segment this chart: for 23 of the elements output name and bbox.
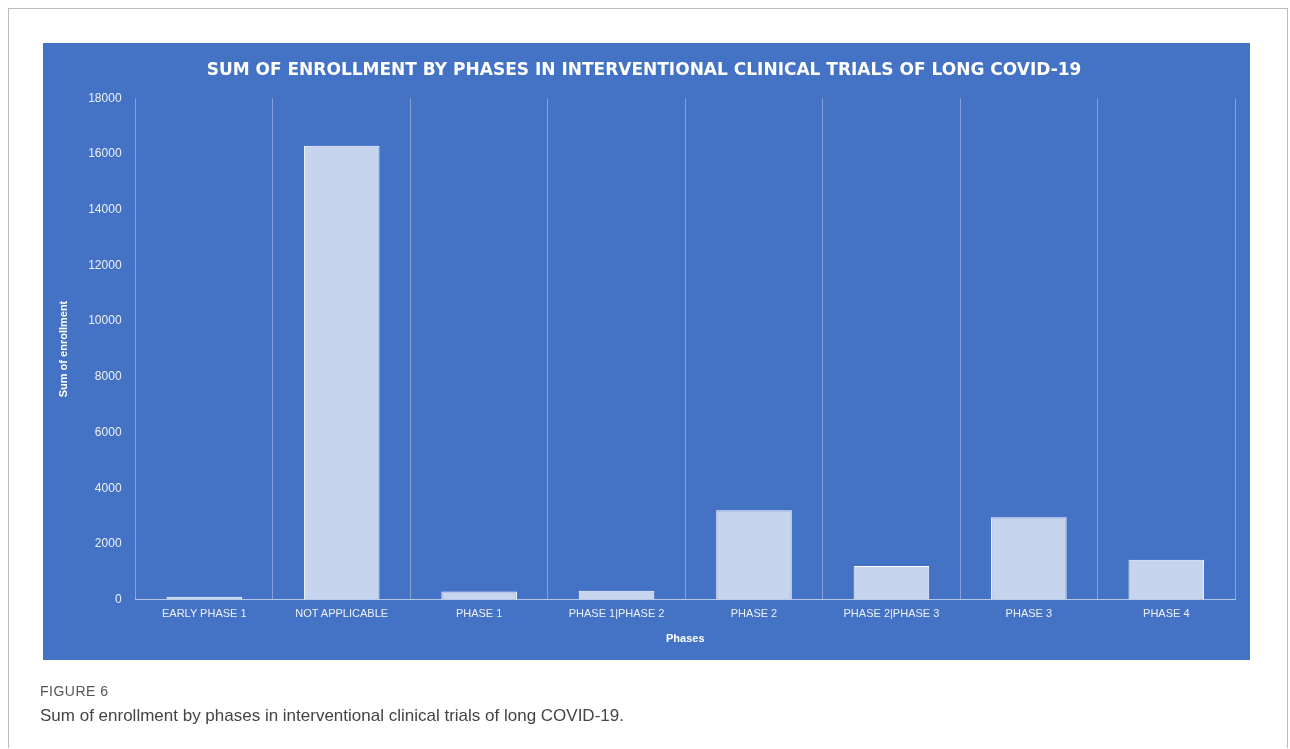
text: Sum of enrollment by phases in interventional clinical trials of long COVID-19.: [40, 706, 624, 726]
y-tick-label: 12000: [88, 257, 122, 272]
y-tick-label: 16000: [88, 146, 122, 161]
x-tick-label: PHASE 2|PHASE 3: [843, 607, 940, 620]
y-tick-label: 10000: [88, 313, 122, 328]
y-tick-label: 2000: [94, 536, 122, 551]
y-axis-title: Sum of enrollment: [56, 300, 69, 398]
y-tick-label: 6000: [94, 424, 122, 439]
chart-title: SUM OF ENROLLMENT BY PHASES IN INTERVENTIONAL CLINICAL TRIALS OF LONG COVID-19: [206, 58, 1082, 79]
x-tick-label: PHASE 3: [1005, 607, 1053, 620]
y-tick-label: 18000: [88, 90, 122, 105]
caption: FIGURE 6: [40, 683, 109, 699]
y-tick-label: 8000: [94, 369, 122, 384]
x-tick-label: EARLY PHASE 1: [161, 607, 247, 620]
y-tick-label: 4000: [94, 480, 122, 495]
x-axis-title: Phases: [666, 632, 705, 645]
x-tick-label: PHASE 4: [1143, 607, 1190, 620]
x-tick-label: PHASE 1|PHASE 2: [568, 607, 665, 620]
x-tick-label: PHASE 2: [730, 607, 778, 620]
x-tick-label: NOT APPLICABLE: [295, 607, 389, 620]
y-tick-label: 14000: [88, 202, 122, 217]
x-tick-label: PHASE 1: [455, 607, 503, 620]
y-tick-label: 0: [114, 591, 122, 606]
